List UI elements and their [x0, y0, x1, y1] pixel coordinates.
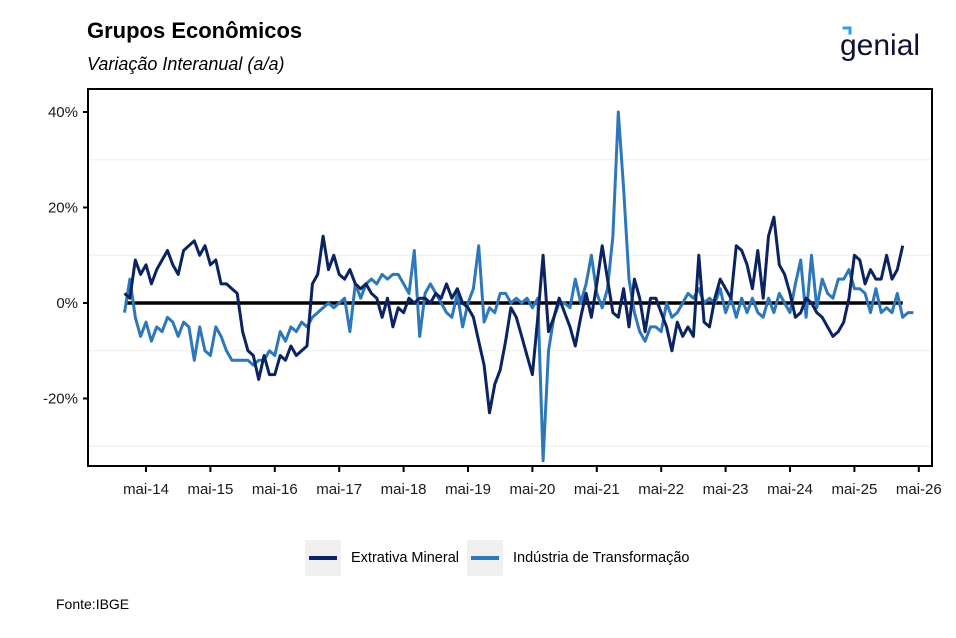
- chart-title: Grupos Econômicos: [87, 18, 303, 43]
- legend-key-transformacao: [466, 540, 503, 576]
- legend-label: Extrativa Mineral: [351, 550, 459, 566]
- y-tick-label: 0%: [56, 295, 78, 312]
- y-tick-label: -20%: [43, 391, 78, 408]
- y-axis: -20% 0% 20% 40%: [43, 104, 88, 408]
- y-tick-label: 20%: [48, 200, 78, 217]
- x-tick-label: mai-17: [316, 481, 362, 498]
- legend-label: Indústria de Transformação: [512, 550, 690, 566]
- logo-accent-icon: [842, 26, 852, 35]
- legend-item-extrativa[interactable]: Extrativa Mineral: [305, 540, 459, 576]
- series-line-extrativa-mineral: [123, 215, 905, 415]
- grid-lines: [88, 159, 932, 447]
- logo-text: genial: [840, 29, 920, 62]
- x-tick-label: mai-20: [509, 481, 555, 498]
- legend: Extrativa Mineral Indústria de Transform…: [305, 540, 698, 576]
- y-tick-label: 40%: [48, 104, 78, 121]
- x-tick-label: mai-23: [703, 481, 749, 498]
- x-tick-label: mai-14: [123, 481, 169, 498]
- x-tick-label: mai-24: [767, 481, 813, 498]
- source-note: Fonte:IBGE: [56, 596, 130, 612]
- x-tick-label: mai-18: [381, 481, 427, 498]
- genial-logo: genial: [840, 26, 920, 62]
- series-lines: [123, 110, 914, 463]
- legend-item-transformacao[interactable]: Indústria de Transformação: [466, 540, 690, 576]
- legend-key-extrativa: [305, 540, 341, 576]
- x-tick-label: mai-15: [187, 481, 233, 498]
- x-tick-label: mai-22: [638, 481, 684, 498]
- x-axis: mai-14 mai-15 mai-16 mai-17 mai-18 mai-19 mai-…: [123, 466, 942, 498]
- plot-background: [88, 89, 932, 466]
- x-tick-label: mai-26: [896, 481, 942, 498]
- chart-subtitle: Variação Interanual (a/a): [87, 54, 285, 74]
- x-tick-label: mai-19: [445, 481, 491, 498]
- x-tick-label: mai-21: [574, 481, 620, 498]
- plot-frame: [87, 88, 933, 467]
- x-tick-label: mai-25: [831, 481, 877, 498]
- x-tick-label: mai-16: [252, 481, 298, 498]
